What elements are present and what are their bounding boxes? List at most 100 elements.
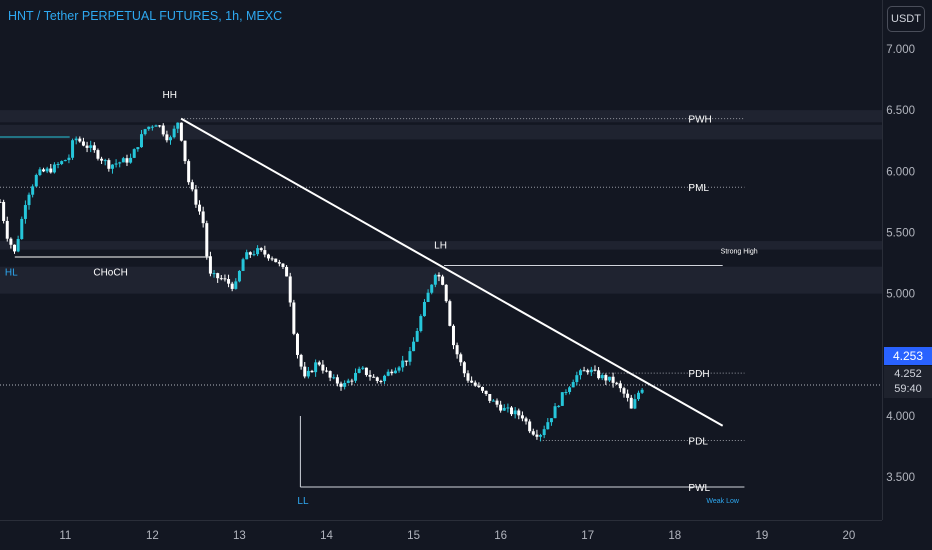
candle-body-139: [502, 407, 506, 411]
annotation-0: HH: [163, 90, 177, 101]
candle-body-51: [183, 140, 187, 162]
candle-body-57: [205, 223, 209, 257]
candle-body-170: [615, 382, 619, 384]
candle-body-118: [426, 292, 430, 302]
candle-body-124: [448, 301, 452, 326]
candle-body-154: [557, 405, 561, 407]
candle-body-152: [549, 418, 553, 423]
x-tick-label-9: 20: [843, 530, 856, 542]
candle-body-165: [597, 370, 601, 379]
candle-body-49: [176, 122, 180, 129]
candle-body-108: [390, 371, 394, 374]
trendline[interactable]: [180, 117, 724, 427]
candle-body-86: [310, 370, 314, 373]
annotation-4: LL: [297, 496, 309, 507]
candle-body-126: [455, 345, 459, 355]
candle-body-72: [259, 248, 263, 251]
candle-body-46: [165, 134, 169, 141]
candle-body-9: [31, 186, 35, 195]
candle-body-137: [495, 400, 499, 405]
candle-body-164: [593, 369, 597, 371]
y-tick-label-3: 5.000: [886, 289, 915, 301]
candle-body-24: [85, 145, 89, 148]
candle-body-98: [354, 372, 358, 381]
candle-body-136: [491, 400, 495, 402]
x-tick-label-7: 18: [668, 530, 681, 542]
trendline-layer: [180, 117, 724, 427]
candle-body-134: [484, 390, 488, 394]
candle-body-40: [143, 129, 147, 135]
candle-body-135: [488, 393, 492, 401]
candle-body-96: [346, 380, 350, 383]
candle-body-127: [459, 354, 463, 363]
candle-body-163: [589, 369, 593, 373]
candle-body-14: [49, 168, 53, 173]
candle-body-173: [626, 393, 630, 398]
candle-body-2: [5, 220, 9, 239]
candle-body-60: [216, 273, 220, 279]
candle-body-99: [357, 368, 361, 373]
candle-body-161: [582, 370, 586, 372]
candle-body-11: [38, 169, 42, 175]
candle-body-145: [524, 418, 528, 422]
candle-body-62: [223, 278, 227, 280]
candle-body-63: [227, 279, 231, 284]
x-tick-label-5: 16: [494, 530, 507, 542]
x-tick-label-8: 19: [755, 530, 768, 542]
candle-body-107: [386, 371, 390, 376]
y-tick-label-7: 7.000: [886, 44, 915, 56]
candle-body-117: [422, 301, 426, 317]
candle-body-102: [368, 374, 372, 377]
candle-body-109: [393, 370, 397, 374]
candle-body-37: [132, 149, 136, 158]
candle-body-7: [23, 205, 27, 219]
candle-body-119: [430, 284, 434, 293]
candle-body-17: [60, 161, 64, 165]
candle-body-157: [568, 387, 572, 393]
zone-3: [0, 266, 882, 294]
candle-body-172: [622, 388, 626, 394]
candle-body-4: [13, 244, 17, 252]
y-tick-label-0: 3.500: [886, 472, 915, 484]
candle-body-20: [71, 140, 75, 158]
candle-body-38: [136, 147, 140, 150]
candle-body-104: [375, 377, 379, 381]
candle-body-150: [542, 429, 546, 436]
time-axis[interactable]: 11 12 13 14 15 16 17 18 19 20: [59, 530, 855, 542]
candle-body-122: [441, 276, 445, 285]
candle-body-93: [335, 377, 339, 384]
candle-body-19: [67, 157, 71, 161]
candle-body-70: [252, 254, 256, 256]
level-label-4: PDL: [688, 436, 708, 447]
x-tick-label-0: 11: [59, 530, 71, 542]
candle-body-10: [34, 174, 38, 187]
candle-body-68: [245, 252, 249, 260]
currency-button[interactable]: USDT: [887, 6, 925, 32]
y-tick-label-4: 5.500: [886, 227, 915, 239]
candle-body-140: [506, 407, 510, 409]
candle-body-169: [611, 376, 615, 383]
candle-body-132: [477, 385, 481, 388]
candle-body-177: [640, 389, 644, 393]
candle-body-171: [618, 383, 622, 389]
y-tick-label-6: 6.500: [886, 105, 915, 117]
candle-body-85: [306, 370, 310, 377]
candle-body-100: [361, 367, 365, 369]
candle-body-83: [299, 354, 303, 367]
candle-body-81: [292, 302, 296, 334]
zone-1: [0, 124, 882, 140]
candle-body-88: [317, 362, 321, 365]
candle-body-101: [364, 367, 368, 375]
candle-body-55: [198, 204, 202, 212]
candle-body-74: [266, 254, 270, 259]
candle-body-151: [546, 422, 550, 430]
candle-body-103: [372, 376, 376, 378]
candle-body-23: [81, 141, 85, 146]
candle-body-156: [564, 392, 568, 394]
level-label-2: Strong High: [721, 249, 758, 256]
candle-body-44: [158, 125, 162, 127]
candle-body-158: [571, 382, 575, 388]
candle-body-159: [575, 375, 579, 383]
